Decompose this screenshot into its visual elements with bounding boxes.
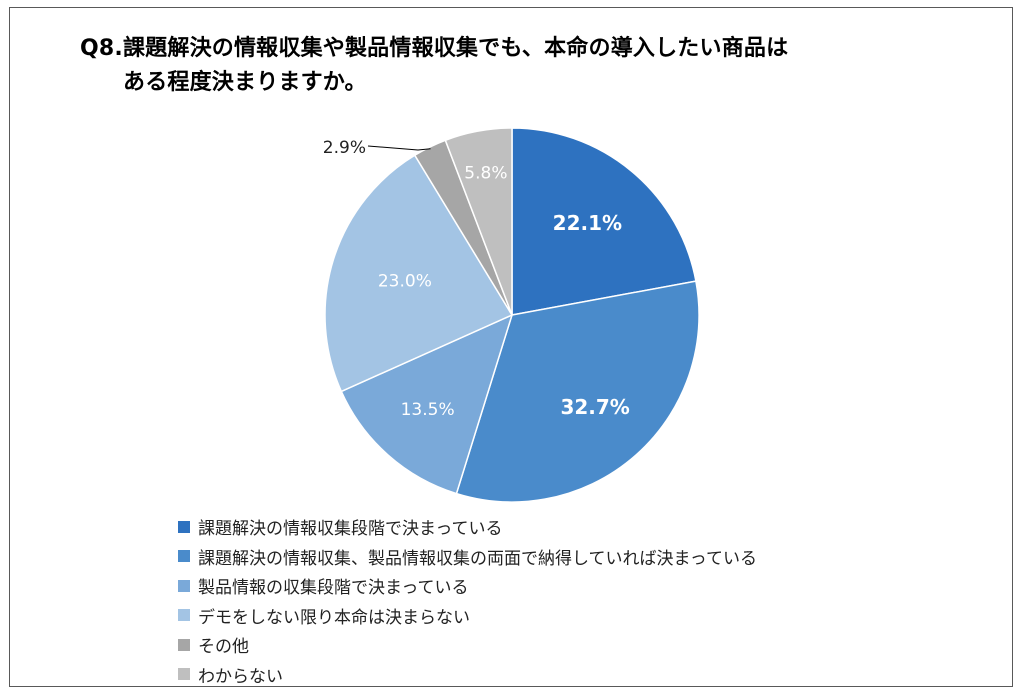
chart-title-line-2: ある程度決まりますか。 [123,70,367,95]
legend-label: その他 [198,637,249,658]
pie-data-label: 22.1% [553,211,622,235]
pie-slice [455,280,700,503]
legend-label: デモをしない限り本命は決まらない [198,607,470,628]
legend-item: その他 [178,630,757,660]
pie-slice [324,154,514,393]
legend-swatch [178,638,190,651]
legend-swatch [178,579,190,592]
legend-swatch [178,520,190,533]
legend-item: わからない [178,660,757,690]
legend-swatch [178,668,190,681]
legend-label: 課題解決の情報収集、製品情報収集の両面で納得していれば決まっている [198,548,757,569]
legend-swatch [178,609,190,622]
legend-item: 製品情報の収集段階で決まっている [178,571,757,601]
pie-data-label: 23.0% [378,272,432,292]
legend-item: 課題解決の情報収集、製品情報収集の両面で納得していれば決まっている [178,542,757,572]
legend-label: わからない [198,666,283,687]
legend-item: デモをしない限り本命は決まらない [178,601,757,631]
leader-line [367,145,431,151]
pie-data-label: 5.8% [464,163,507,183]
legend-swatch [178,550,190,563]
pie-slice [340,313,514,495]
pie-data-label: 32.7% [560,395,629,419]
pie-data-label: 13.5% [401,400,455,420]
pie-data-label: 2.9% [323,138,366,158]
pie-slice [444,127,513,316]
legend-label: 課題解決の情報収集段階で決まっている [198,519,503,540]
legend-label: 製品情報の収集段階で決まっている [198,578,469,599]
legend-item: 課題解決の情報収集段階で決まっている [178,512,757,542]
legend: 課題解決の情報収集段階で決まっている 課題解決の情報収集、製品情報収集の両面で納… [178,512,757,689]
pie-slice [511,127,697,316]
chart-title-line-1: Q8.課題解決の情報収集や製品情報収集でも、本命の導入したい商品は [80,36,789,61]
